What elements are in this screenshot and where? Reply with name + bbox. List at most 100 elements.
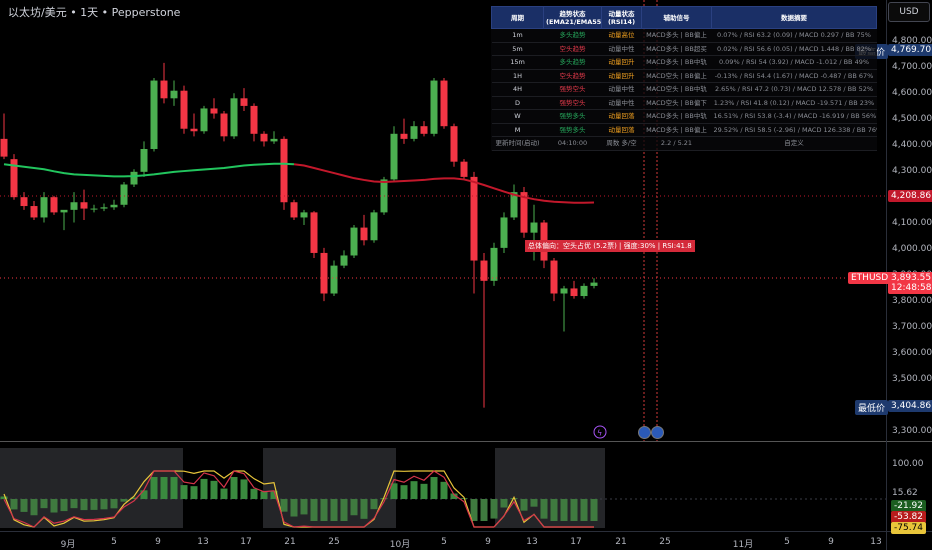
candle-body[interactable] (490, 247, 498, 281)
candle-body[interactable] (80, 202, 88, 209)
candle-body[interactable] (50, 197, 58, 213)
candle-body[interactable] (340, 255, 348, 266)
osc-histogram-bar (470, 499, 478, 521)
candle-body[interactable] (60, 209, 68, 213)
osc-histogram-bar (50, 499, 58, 513)
osc-histogram-bar (150, 477, 158, 499)
candle-body[interactable] (30, 206, 38, 218)
candle-body[interactable] (190, 128, 198, 132)
table-cell: 16.51% / RSI 53.8 (-3.4) / MACD -16.919 … (711, 109, 877, 124)
candle-body[interactable] (110, 204, 118, 208)
candle-body[interactable] (360, 227, 368, 241)
currency-button[interactable]: USD (888, 2, 930, 22)
candle-body[interactable] (560, 288, 568, 294)
candle-body[interactable] (580, 285, 588, 297)
time-tick: 9 (485, 537, 491, 547)
candle-body[interactable] (350, 227, 358, 256)
candle-body[interactable] (410, 126, 418, 139)
candle-body[interactable] (310, 212, 318, 253)
candle-body[interactable] (460, 161, 468, 177)
candle-body[interactable] (200, 108, 208, 132)
osc-histogram-bar (370, 499, 378, 510)
candle-body[interactable] (390, 133, 398, 180)
candle-body[interactable] (210, 108, 218, 114)
table-row: M 强势多头 动量回落 MACD多头 | BB偏上 29.52% / RSI 58.5 … (491, 123, 877, 137)
osc-histogram-bar (420, 483, 428, 499)
low-label: 最低价 (855, 400, 889, 415)
candle-body[interactable] (320, 252, 328, 294)
price-tick: 3,700.00 (892, 322, 932, 332)
candle-body[interactable] (280, 138, 288, 203)
candle-body[interactable] (170, 90, 178, 99)
bar-countdown: 12:48:58 (891, 283, 932, 293)
time-tick: 5 (784, 537, 790, 547)
candle-body[interactable] (520, 192, 528, 233)
candle-body[interactable] (370, 212, 378, 241)
candle-body[interactable] (450, 126, 458, 162)
candle-body[interactable] (230, 98, 238, 137)
candle-body[interactable] (120, 184, 128, 205)
candle-body[interactable] (150, 80, 158, 150)
candle-body[interactable] (550, 260, 558, 294)
table-cell: 动量中性 (601, 82, 642, 97)
candle-body[interactable] (420, 126, 428, 134)
candle-body[interactable] (220, 113, 228, 137)
us-flag-event-icon[interactable] (651, 426, 664, 439)
candle-body[interactable] (10, 159, 18, 198)
candle-body[interactable] (20, 197, 28, 207)
candle-body[interactable] (440, 80, 448, 127)
time-tick: 13 (526, 537, 538, 547)
candle-body[interactable] (500, 217, 508, 248)
ma-segment (3, 162, 295, 178)
osc-histogram-bar (140, 490, 148, 499)
table-cell: 5m (491, 42, 544, 56)
candle-body[interactable] (330, 265, 338, 294)
lightning-event-icon[interactable] (593, 425, 607, 439)
table-row: 5m 空头趋势 动量中性 MACD多头 | BB超买 0.02% / RSI 56.6 … (491, 42, 877, 56)
osc-histogram-bar (30, 499, 38, 516)
candle-body[interactable] (470, 176, 478, 261)
candle-body[interactable] (290, 202, 298, 218)
osc-histogram-bar (250, 488, 258, 499)
candle-body[interactable] (510, 192, 518, 218)
candle-body[interactable] (140, 149, 148, 172)
osc-value-yellow: -75.74 (891, 522, 927, 534)
candle-body[interactable] (570, 288, 578, 297)
time-tick: 25 (659, 537, 671, 547)
table-cell: 1H (491, 69, 544, 83)
candle-body[interactable] (90, 208, 98, 210)
candle-body[interactable] (40, 197, 48, 218)
table-header-text: (EMA21/EMA55) (546, 17, 602, 26)
candle-body[interactable] (260, 133, 268, 142)
table-footer-cell: 04:10:00 (543, 136, 602, 151)
candle-body[interactable] (130, 171, 138, 185)
table-footer-cell: 2.2 / 5.21 (641, 136, 712, 151)
candle-body[interactable] (160, 80, 168, 99)
candle-body[interactable] (590, 282, 598, 286)
table-cell: 动量中性 (601, 42, 642, 56)
table-cell: 动量回升 (601, 55, 642, 70)
candle-body[interactable] (250, 105, 258, 134)
table-cell: W (491, 109, 544, 124)
candle-body[interactable] (300, 212, 308, 218)
candle-body[interactable] (530, 222, 538, 233)
ma-segment (293, 163, 595, 204)
candle-body[interactable] (100, 207, 108, 209)
candle-body[interactable] (270, 138, 278, 142)
candle-body[interactable] (400, 133, 408, 139)
us-flag-event-icon[interactable] (638, 426, 651, 439)
osc-value-red: -53.82 (891, 511, 927, 523)
candle-body[interactable] (0, 138, 8, 157)
table-cell: 动量中性 (601, 96, 642, 110)
price-tick: 4,600.00 (892, 88, 932, 98)
table-cell: 强势空头 (543, 96, 602, 110)
table-cell: 动量高位 (601, 28, 642, 43)
candle-body[interactable] (480, 260, 488, 281)
table-row: 15m 多头趋势 动量回升 MACD多头 | BB中轨 0.09% / RSI 54 (… (491, 55, 877, 70)
candle-body[interactable] (180, 90, 188, 129)
candle-body[interactable] (430, 80, 438, 134)
candle-body[interactable] (240, 98, 248, 106)
price-tick: 4,000.00 (892, 244, 932, 254)
candle-body[interactable] (70, 202, 78, 210)
